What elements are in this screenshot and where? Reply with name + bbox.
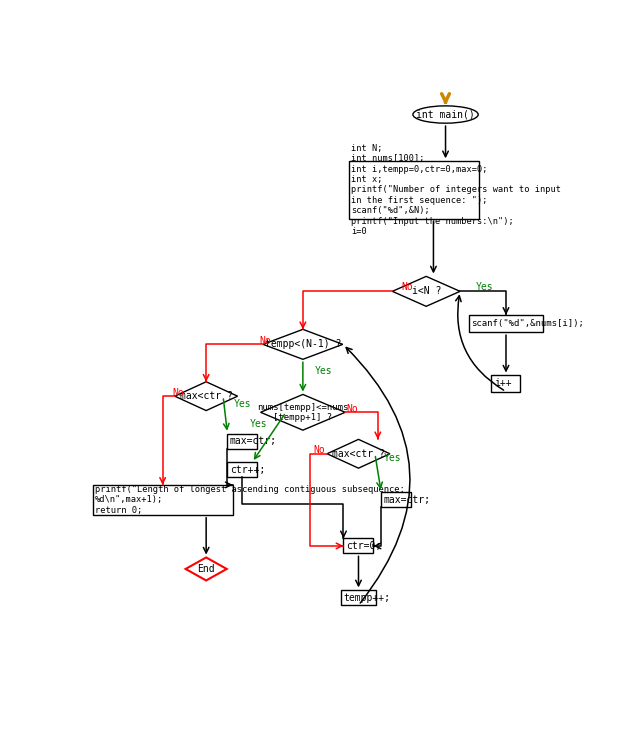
Text: End: End	[197, 564, 215, 574]
Text: tempp<(N-1) ?: tempp<(N-1) ?	[265, 340, 341, 349]
Polygon shape	[263, 329, 343, 359]
Text: Yes: Yes	[250, 419, 267, 429]
Text: No: No	[401, 282, 412, 292]
Polygon shape	[175, 381, 238, 411]
Ellipse shape	[413, 106, 478, 123]
Text: No: No	[260, 336, 271, 346]
FancyBboxPatch shape	[227, 434, 258, 449]
Text: Yes: Yes	[475, 282, 493, 292]
Text: int main(): int main()	[416, 109, 475, 120]
Text: nums[tempp]<=nums
[tempp+1] ?: nums[tempp]<=nums [tempp+1] ?	[257, 402, 349, 422]
Text: ctr=0;: ctr=0;	[346, 541, 381, 551]
Text: Yes: Yes	[233, 399, 251, 408]
FancyBboxPatch shape	[341, 590, 376, 605]
FancyBboxPatch shape	[92, 485, 233, 515]
FancyBboxPatch shape	[343, 539, 374, 554]
Text: printf("Length of longest ascending contiguous subsequence:
%d\n",max+1);
return: printf("Length of longest ascending cont…	[95, 485, 405, 515]
Text: No: No	[346, 404, 358, 414]
Text: No: No	[173, 387, 185, 398]
Text: Yes: Yes	[384, 453, 401, 463]
Text: No: No	[313, 445, 324, 456]
FancyBboxPatch shape	[492, 375, 520, 391]
Polygon shape	[392, 276, 460, 307]
Text: scanf("%d",&nums[i]);: scanf("%d",&nums[i]);	[471, 319, 584, 328]
Text: max=ctr;: max=ctr;	[230, 436, 277, 446]
Polygon shape	[261, 394, 345, 430]
Polygon shape	[185, 557, 227, 580]
Text: max<ctr ?: max<ctr ?	[180, 391, 233, 401]
Text: int N;
int nums[100];
int i,tempp=0,ctr=0,max=0;
int x;
printf("Number of intege: int N; int nums[100]; int i,tempp=0,ctr=…	[351, 144, 561, 236]
FancyBboxPatch shape	[349, 161, 479, 218]
Text: tempp++;: tempp++;	[343, 592, 391, 603]
Text: ctr++;: ctr++;	[230, 465, 265, 475]
Text: max<ctr ?: max<ctr ?	[332, 449, 385, 459]
Text: Yes: Yes	[315, 366, 333, 375]
FancyBboxPatch shape	[381, 492, 411, 507]
Text: i++: i++	[494, 378, 512, 388]
Text: i<N ?: i<N ?	[411, 286, 441, 296]
Polygon shape	[327, 439, 390, 468]
FancyBboxPatch shape	[227, 462, 258, 477]
Text: max=ctr;: max=ctr;	[384, 495, 431, 505]
FancyBboxPatch shape	[469, 315, 544, 332]
